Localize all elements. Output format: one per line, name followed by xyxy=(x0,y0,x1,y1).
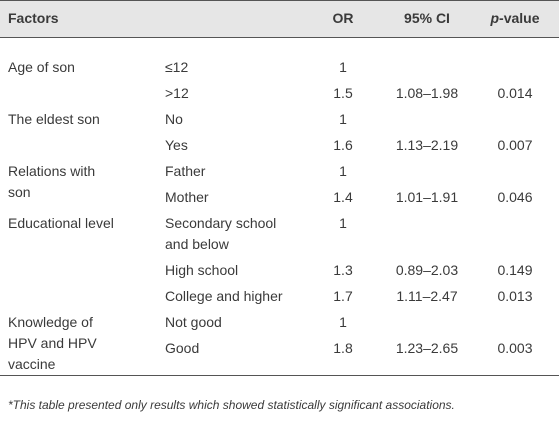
p-value: 0.007 xyxy=(497,137,533,153)
factor-label: The eldest son xyxy=(8,111,100,127)
ci-value: 1.08–1.98 xyxy=(395,85,459,101)
ci-value: 1.01–1.91 xyxy=(395,189,459,205)
factor-label: vaccine xyxy=(8,356,56,372)
level-label: Father xyxy=(165,163,206,179)
or-value: 1 xyxy=(339,215,347,231)
p-value: 0.013 xyxy=(497,288,533,304)
p-value: 0.046 xyxy=(497,189,533,205)
level-label: No xyxy=(165,111,183,127)
or-value: 1 xyxy=(339,59,347,75)
level-label: High school xyxy=(165,262,239,278)
factor-label: son xyxy=(8,184,31,200)
ci-value: 0.89–2.03 xyxy=(395,262,459,278)
factor-label: Relations with xyxy=(8,163,96,179)
header-band xyxy=(0,0,559,37)
factor-label: Knowledge of xyxy=(8,314,93,330)
or-value: 1 xyxy=(339,314,347,330)
or-value: 1 xyxy=(339,111,347,127)
or-value: 1.6 xyxy=(333,137,353,153)
header-rule xyxy=(0,37,559,38)
p-value: 0.149 xyxy=(497,262,533,278)
or-value: 1 xyxy=(339,163,347,179)
header-factors: Factors xyxy=(8,10,59,26)
or-value: 1.8 xyxy=(333,340,353,356)
or-value: 1.4 xyxy=(333,189,353,205)
level-label: and below xyxy=(165,236,229,252)
factor-label: Educational level xyxy=(8,215,114,231)
level-label: Yes xyxy=(165,137,188,153)
level-label: Good xyxy=(165,340,200,356)
level-label: Mother xyxy=(165,189,209,205)
level-label: ≤12 xyxy=(165,59,189,75)
ci-value: 1.23–2.65 xyxy=(395,340,459,356)
p-value: 0.014 xyxy=(497,85,533,101)
header-or: OR xyxy=(332,10,354,26)
level-label: Not good xyxy=(165,314,222,330)
or-value: 1.3 xyxy=(333,262,353,278)
or-value: 1.5 xyxy=(333,85,353,101)
ci-value: 1.11–2.47 xyxy=(396,288,458,304)
ci-value: 1.13–2.19 xyxy=(395,137,459,153)
header-ci: 95% CI xyxy=(404,10,450,26)
level-label: Secondary school xyxy=(165,215,277,231)
or-value: 1.7 xyxy=(333,288,353,304)
factor-label: Age of son xyxy=(8,59,75,75)
bottom-rule xyxy=(0,375,559,376)
level-label: College and higher xyxy=(165,288,283,304)
level-label: >12 xyxy=(165,85,189,101)
footnote: *This table presented only results which… xyxy=(8,398,455,412)
factor-label: HPV and HPV xyxy=(8,335,97,351)
p-value: 0.003 xyxy=(497,340,533,356)
header-p: p-value xyxy=(490,10,540,26)
top-rule xyxy=(0,0,559,1)
